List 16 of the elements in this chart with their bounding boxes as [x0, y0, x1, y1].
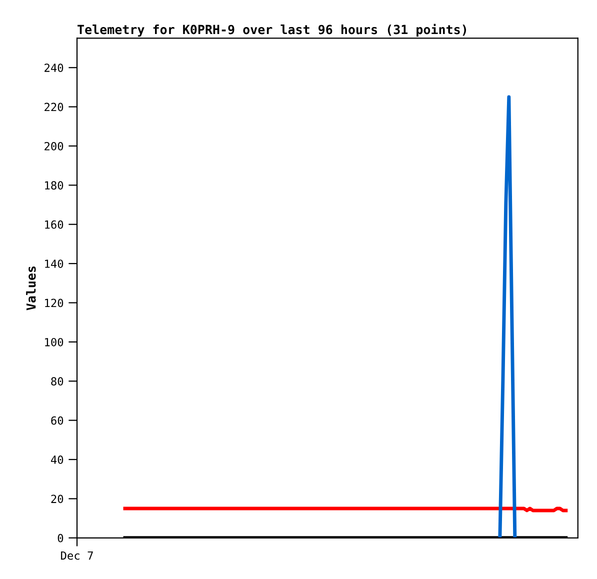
y-tick-label: 80	[51, 377, 64, 386]
y-tick-label: 40	[50, 456, 64, 464]
y-tick-label: 20	[51, 494, 64, 504]
x-tick-label: Dec 7	[61, 551, 93, 560]
chart-title: Telemetry for K0PRH-9 over last 96 hours (31 points)	[78, 24, 466, 37]
y-tick-label: 160	[45, 220, 64, 229]
y-tick-label: 200	[44, 142, 64, 150]
y-tick-label: 120	[45, 298, 64, 308]
y-tick-label: 220	[44, 102, 64, 112]
y-tick-label: 180	[45, 181, 64, 190]
y-axis-title: Values	[26, 266, 36, 310]
y-tick-label: 140	[45, 260, 64, 268]
y-tick-label: 60	[51, 416, 64, 425]
y-tick-label: 100	[45, 338, 64, 346]
y-tick-label: 0	[58, 534, 64, 542]
y-tick-label: 240	[44, 64, 64, 72]
